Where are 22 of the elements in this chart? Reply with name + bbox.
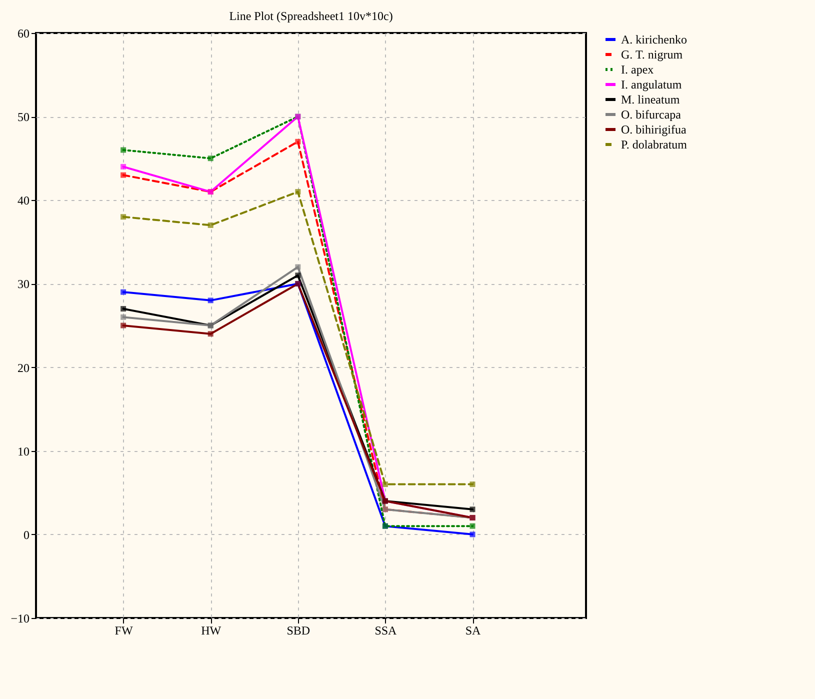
legend-label: A. kirichenko [621, 32, 687, 46]
chart-title: Line Plot (Spreadsheet1 10v*10c) [229, 9, 393, 23]
legend-label: P. dolabratum [621, 138, 688, 152]
x-tick-label: FW [114, 624, 134, 638]
legend-label: M. lineatum [621, 92, 680, 106]
legend-label: I. angulatum [621, 78, 682, 92]
y-tick-label: −10 [10, 612, 30, 626]
x-tick-label: SSA [374, 624, 398, 638]
legend-label: G. T. nigrum [621, 48, 684, 62]
x-tick-label: SBD [286, 624, 310, 638]
legend-label: O. bifurcapa [621, 108, 682, 122]
y-tick-label: 60 [18, 26, 30, 40]
y-tick-label: 40 [18, 194, 30, 208]
legend-label: I. apex [621, 62, 654, 76]
legend-label: O. bihirigifua [621, 122, 687, 136]
y-tick-label: 10 [18, 444, 30, 458]
x-tick-label: SA [465, 624, 482, 638]
y-tick-label: 20 [18, 360, 30, 375]
y-tick-label: 50 [18, 110, 30, 124]
y-tick-label: 0 [24, 528, 30, 542]
x-tick-label: HW [201, 624, 222, 638]
y-tick-label: 30 [18, 277, 30, 292]
